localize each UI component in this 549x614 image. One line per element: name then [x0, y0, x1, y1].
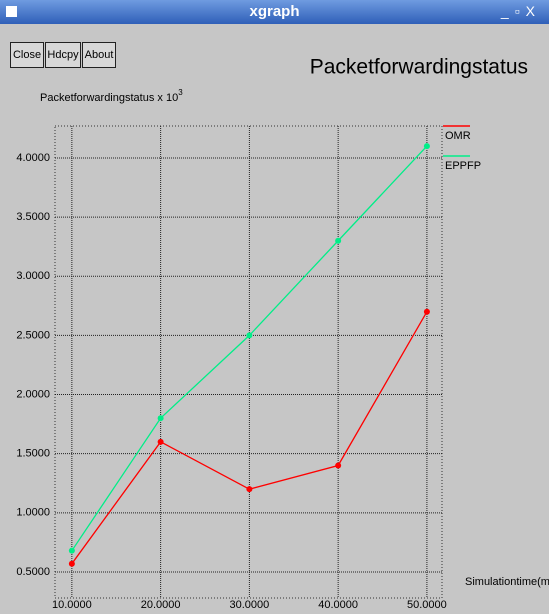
series-line	[71, 311, 428, 565]
button[interactable]: About	[82, 42, 116, 68]
x-tick-label: 40.0000	[318, 599, 358, 611]
y-tick-label: 0.5000	[16, 566, 50, 578]
legend-label: OMR	[445, 130, 471, 142]
data-point	[423, 308, 430, 315]
plot-frame	[54, 125, 443, 599]
y-tick-label: 2.5000	[16, 329, 50, 341]
y-tick-label: 1.5000	[16, 448, 50, 460]
x-tick-label: 50.0000	[407, 599, 447, 611]
y-tick-label: 2.0000	[16, 388, 50, 400]
data-point	[157, 415, 164, 422]
data-point	[423, 143, 430, 150]
x-tick-label: 20.0000	[141, 599, 181, 611]
y-tick-label: 3.0000	[16, 270, 50, 282]
y-axis-label-exponent: 3	[178, 88, 183, 97]
button[interactable]: Hdcpy	[45, 42, 81, 68]
y-axis-label: Packetforwardingstatus x 103	[40, 88, 183, 104]
window-controls[interactable]: _▫X	[500, 3, 541, 19]
data-point	[68, 547, 75, 554]
data-point	[157, 438, 164, 445]
legend-label: EPPFP	[445, 160, 481, 172]
data-point	[335, 462, 342, 469]
button[interactable]: Close	[10, 42, 44, 68]
y-tick-label: 1.0000	[16, 507, 50, 519]
chart-title: Packetforwardingstatus	[310, 56, 528, 79]
data-point	[246, 486, 253, 493]
y-tick-label: 3.5000	[16, 211, 50, 223]
data-point	[68, 560, 75, 567]
title-bar: xgraph _▫X	[0, 0, 549, 24]
x-axis-label: Simulationtime(msec)	[465, 576, 549, 588]
window-title: xgraph	[249, 3, 300, 20]
x-tick-label: 30.0000	[230, 599, 270, 611]
data-point	[335, 237, 342, 244]
x-tick-label: 10.0000	[52, 599, 92, 611]
window-icon[interactable]	[6, 6, 17, 17]
y-axis-label-text: Packetforwardingstatus x 10	[40, 92, 178, 104]
y-tick-label: 4.0000	[16, 152, 50, 164]
data-point	[246, 332, 253, 339]
